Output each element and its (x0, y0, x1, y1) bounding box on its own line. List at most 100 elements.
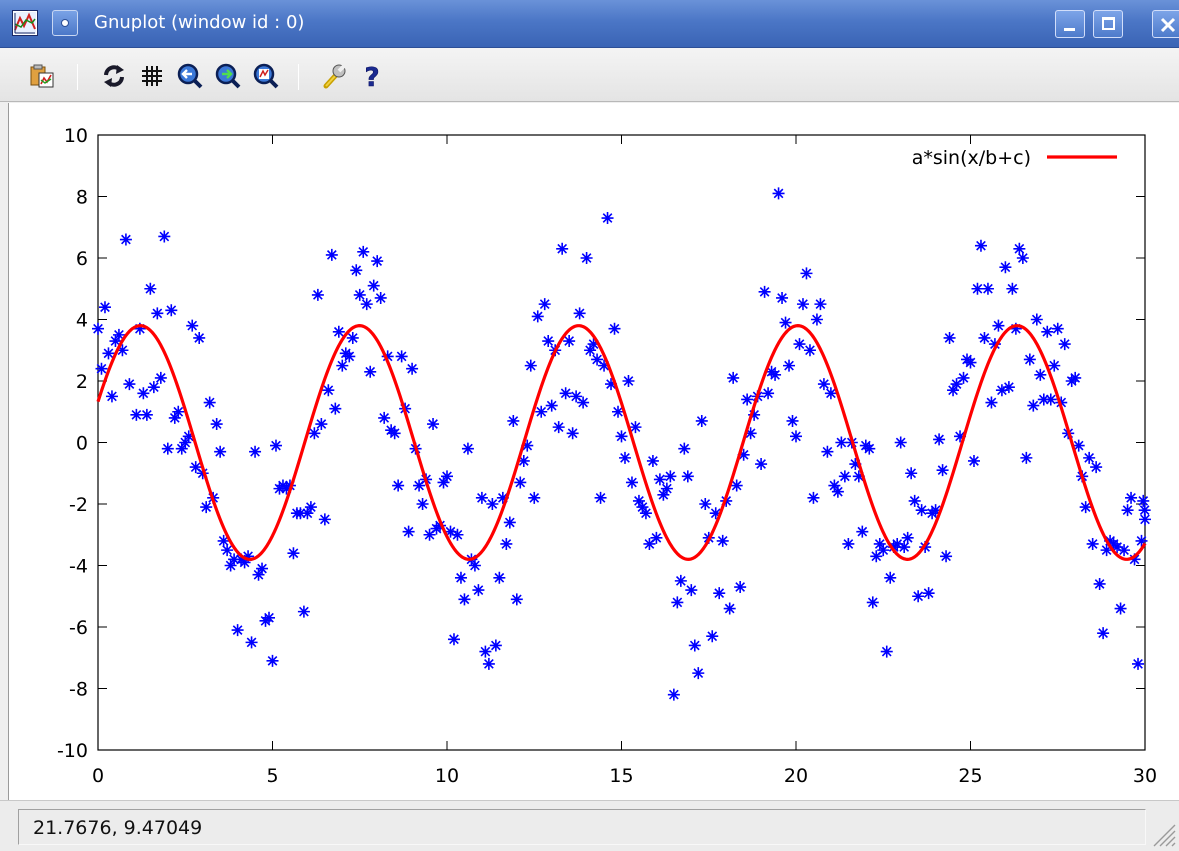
refresh-icon (104, 65, 124, 87)
data-point (978, 331, 991, 344)
data-point (486, 498, 499, 510)
data-point (1034, 368, 1047, 381)
data-point (807, 491, 820, 504)
next-zoom-button[interactable] (214, 62, 242, 90)
data-point (929, 504, 942, 517)
data-point (1058, 338, 1071, 351)
data-point (200, 501, 213, 514)
data-point (692, 667, 705, 680)
fit-curve (96, 324, 1147, 561)
data-point (821, 445, 834, 458)
data-point (507, 414, 520, 427)
data-point (325, 248, 338, 261)
data-point (301, 507, 314, 520)
help-button[interactable]: ? (358, 62, 386, 94)
copy-to-clipboard-button[interactable] (28, 62, 56, 90)
data-point (908, 494, 921, 507)
autoscale-button[interactable] (252, 62, 280, 90)
zoom-forward-icon (215, 63, 241, 89)
close-button[interactable] (1152, 10, 1179, 38)
data-point (967, 454, 980, 467)
data-point (817, 378, 830, 391)
data-point (105, 390, 118, 403)
data-point (1037, 393, 1050, 406)
window-menu-button[interactable] (52, 10, 78, 36)
data-point (336, 359, 349, 372)
x-tick-label: 25 (958, 765, 982, 787)
data-point (392, 479, 405, 492)
data-point (580, 252, 593, 264)
data-point (786, 414, 799, 427)
data-point (625, 476, 638, 489)
data-point (1118, 544, 1131, 557)
resize-grip-icon[interactable] (1150, 821, 1176, 847)
data-point (863, 442, 876, 455)
data-point (228, 553, 241, 566)
data-point (95, 362, 108, 375)
data-point (608, 322, 621, 335)
data-point (577, 396, 590, 409)
title-bar[interactable]: Gnuplot (window id : 0) (0, 0, 1179, 48)
data-point (189, 461, 202, 474)
data-point (891, 537, 904, 550)
data-point (182, 430, 195, 443)
data-point (221, 544, 234, 557)
data-point (1048, 359, 1061, 372)
data-point (179, 436, 192, 449)
data-point (723, 602, 736, 615)
data-point (538, 298, 551, 311)
data-point (587, 338, 600, 351)
data-point (695, 414, 708, 427)
minimize-button[interactable] (1055, 10, 1085, 38)
toolbar-separator (298, 64, 299, 90)
data-point (172, 405, 185, 418)
replot-button[interactable] (100, 62, 128, 90)
data-point (1023, 353, 1036, 366)
data-point (912, 590, 925, 603)
data-point (287, 547, 300, 560)
data-point (252, 568, 265, 581)
data-point (838, 470, 851, 483)
data-point (643, 537, 656, 550)
data-point (535, 405, 548, 418)
previous-zoom-button[interactable] (176, 62, 204, 90)
data-point (612, 405, 625, 418)
data-point (434, 519, 447, 532)
data-point (1128, 553, 1141, 566)
plot-border (97, 134, 1146, 751)
data-point (957, 371, 970, 384)
data-point (922, 587, 935, 600)
question-icon: ? (364, 63, 380, 94)
data-point (1090, 461, 1103, 474)
data-point (130, 408, 143, 421)
settings-button[interactable] (320, 62, 348, 90)
maximize-button[interactable] (1093, 10, 1123, 38)
data-point (1044, 393, 1057, 406)
window-title: Gnuplot (window id : 0) (94, 12, 305, 33)
plot-area[interactable]: 10 8 6 4 2 0 -2 -4 -6 -8 -10 0 5 10 15 20 25 30 a*sin(x/b+… (8, 103, 1179, 800)
data-point (793, 338, 806, 351)
toggle-grid-button[interactable] (138, 62, 166, 90)
data-point (364, 365, 377, 378)
data-point (123, 378, 136, 391)
data-point (660, 482, 673, 495)
data-point (1138, 504, 1151, 517)
data-point (1002, 381, 1015, 394)
data-point (161, 442, 174, 455)
gnuplot-app-icon[interactable] (12, 10, 38, 36)
minimize-icon (1064, 28, 1075, 31)
data-point (671, 596, 684, 609)
data-point (940, 550, 953, 563)
data-point (783, 359, 796, 372)
data-point (308, 427, 321, 440)
data-point (657, 488, 670, 501)
data-point (203, 396, 216, 409)
data-point (1006, 282, 1019, 295)
clipboard-icon (30, 64, 54, 88)
data-point (318, 513, 331, 526)
data-point (856, 525, 869, 538)
data-point (116, 344, 129, 357)
data-point (852, 470, 865, 483)
